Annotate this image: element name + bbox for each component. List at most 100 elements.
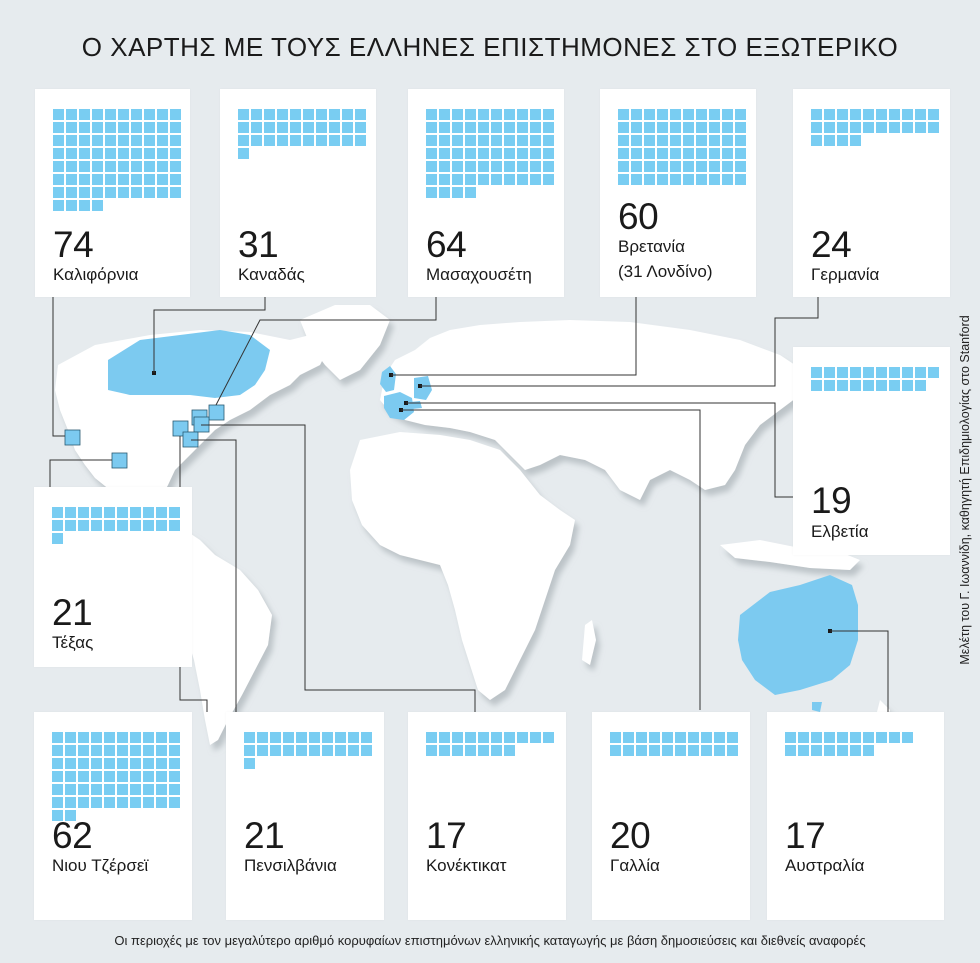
scientist-square [675, 745, 686, 756]
scientist-square [143, 771, 154, 782]
scientist-square [465, 135, 476, 146]
scientist-square [157, 148, 168, 159]
scientist-square [876, 367, 887, 378]
scientist-square [118, 161, 129, 172]
scientist-square [91, 797, 102, 808]
scientist-square [170, 109, 181, 120]
scientist-square [130, 758, 141, 769]
scientist-square [543, 148, 554, 159]
scientist-square [104, 797, 115, 808]
scientist-square [670, 148, 681, 159]
scientist-square [426, 122, 437, 133]
scientist-square [105, 135, 116, 146]
scientist-square [118, 174, 129, 185]
scientist-square [478, 745, 489, 756]
scientist-square [824, 380, 835, 391]
scientist-square [65, 771, 76, 782]
scientist-square [277, 135, 288, 146]
connecticut-leader [201, 424, 476, 712]
region-name: Βρετανία [618, 237, 685, 256]
scientist-square [53, 135, 64, 146]
scientist-square [649, 732, 660, 743]
region-count: 60 [618, 196, 659, 237]
region-count: 17 [426, 815, 467, 856]
scientist-square [504, 135, 515, 146]
scientist-square [117, 507, 128, 518]
california-leader [52, 297, 65, 437]
scientist-square [91, 745, 102, 756]
scientist-square [517, 174, 528, 185]
scientist-square [675, 732, 686, 743]
scientist-square [355, 122, 366, 133]
scientist-square [156, 771, 167, 782]
region-count: 21 [244, 815, 285, 856]
scientist-square [169, 784, 180, 795]
scientist-square [439, 161, 450, 172]
scientist-square [117, 758, 128, 769]
region-count: 74 [53, 224, 94, 265]
scientist-square [244, 732, 255, 743]
scientist-square [426, 745, 437, 756]
scientist-square [277, 122, 288, 133]
scientist-square [105, 174, 116, 185]
scientist-square [798, 745, 809, 756]
scientist-square [785, 732, 796, 743]
scientist-square [863, 732, 874, 743]
scientist-square [426, 161, 437, 172]
region-name: Νιου Τζέρσεϊ [52, 856, 149, 875]
scientist-square [244, 745, 255, 756]
scientist-square [65, 745, 76, 756]
scientist-square [452, 732, 463, 743]
scientist-square [517, 122, 528, 133]
scientist-square [465, 109, 476, 120]
scientist-square [670, 174, 681, 185]
leader-lines [49, 297, 889, 712]
scientist-square [52, 758, 63, 769]
france-highlight [384, 392, 414, 420]
scientist-squares [426, 732, 554, 756]
scientist-square [303, 135, 314, 146]
scientist-square [902, 122, 913, 133]
scientist-square [322, 745, 333, 756]
scientist-square [452, 161, 463, 172]
scientist-square [130, 507, 141, 518]
scientist-square [66, 135, 77, 146]
scientist-square [143, 507, 154, 518]
region-card-california: 74 Καλιφόρνια [35, 89, 190, 297]
scientist-square [143, 732, 154, 743]
britain-highlight [380, 366, 396, 392]
scientist-square [850, 109, 861, 120]
scientist-square [270, 732, 281, 743]
scientist-square [837, 367, 848, 378]
scientist-square [837, 135, 848, 146]
scientist-square [504, 745, 515, 756]
scientist-square [131, 122, 142, 133]
scientist-square [452, 174, 463, 185]
scientist-square [465, 122, 476, 133]
scientist-square [465, 732, 476, 743]
scientist-square [452, 745, 463, 756]
scientist-square [283, 745, 294, 756]
scientist-square [798, 732, 809, 743]
scientist-square [157, 187, 168, 198]
scientist-square [439, 732, 450, 743]
scientist-square [928, 367, 939, 378]
scientist-square [644, 122, 655, 133]
scientist-square [91, 758, 102, 769]
scientist-square [156, 758, 167, 769]
scientist-square [735, 109, 746, 120]
scientist-square [78, 797, 89, 808]
region-count: 20 [610, 815, 651, 856]
scientist-square [465, 187, 476, 198]
scientist-square [452, 135, 463, 146]
scientist-square [491, 745, 502, 756]
scientist-square [316, 122, 327, 133]
scientist-square [92, 122, 103, 133]
scientist-square [238, 109, 249, 120]
scientist-square [348, 732, 359, 743]
scientist-square [696, 161, 707, 172]
region-count: 24 [811, 224, 852, 265]
scientist-square [683, 174, 694, 185]
scientist-square [131, 187, 142, 198]
scientist-square [65, 810, 76, 821]
